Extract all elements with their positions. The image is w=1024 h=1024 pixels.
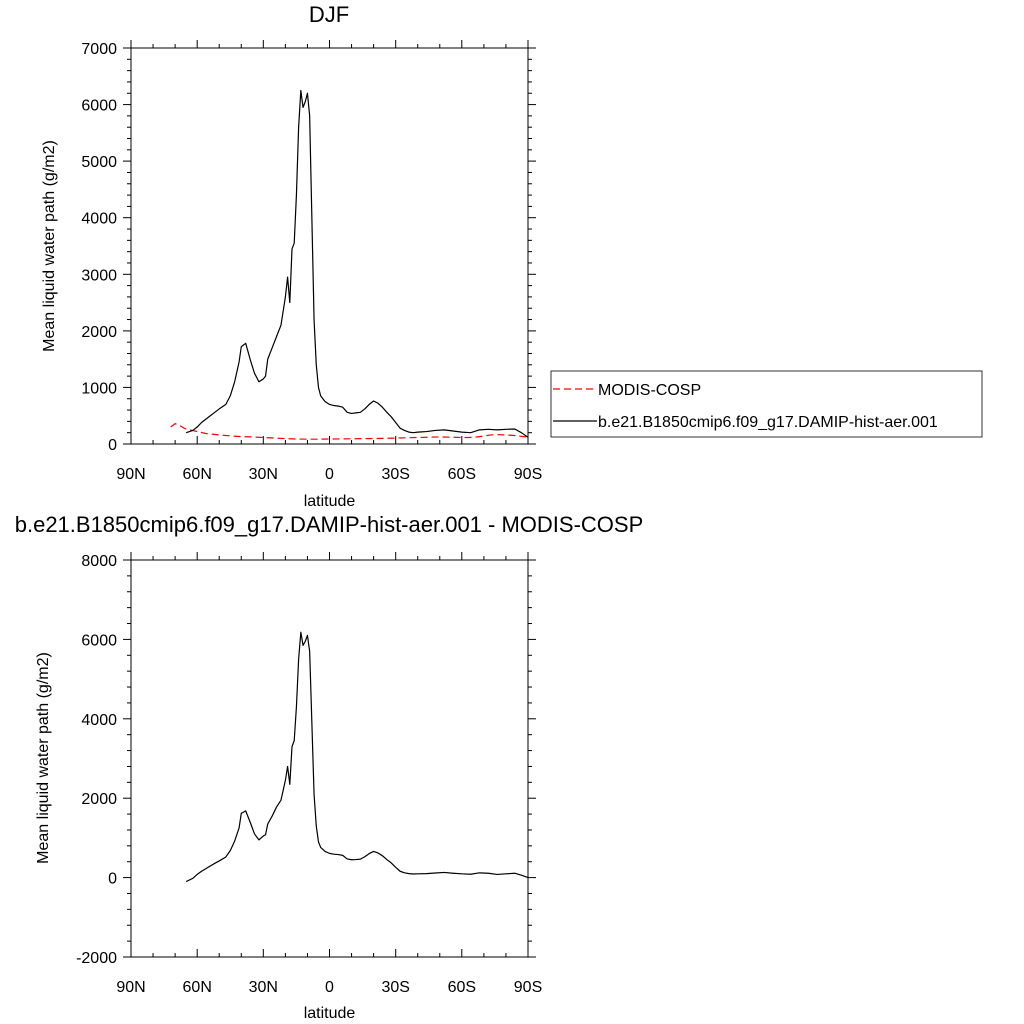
chart-panel-2: b.e21.B1850cmip6.f09_g17.DAMIP-hist-aer.… — [15, 512, 644, 1022]
series-line-1 — [170, 423, 529, 440]
x-tick-label: 90S — [514, 466, 542, 483]
chart-2-x-axis-label: latitude — [304, 1005, 356, 1022]
chart-1-title: DJF — [309, 2, 349, 27]
x-tick-label: 90N — [116, 466, 145, 483]
x-tick-label: 60S — [448, 979, 476, 996]
legend-label-model: b.e21.B1850cmip6.f09_g17.DAMIP-hist-aer.… — [598, 414, 938, 431]
chart-panel-1: DJF 0 — [41, 2, 983, 510]
y-tick-label: 0 — [108, 437, 117, 454]
y-tick-label: 6000 — [81, 632, 117, 649]
x-tick-label: 60S — [448, 466, 476, 483]
chart-2-frame — [130, 559, 529, 958]
x-tick-label: 90N — [116, 979, 145, 996]
chart-2-plot: -2000 0 2000 4000 6000 8000 — [35, 552, 542, 1022]
chart-1-y-ticks: 0 1000 2000 3000 4000 5000 6000 7000 — [81, 41, 536, 454]
y-tick-label: 6000 — [81, 98, 117, 115]
x-tick-label: 60N — [183, 979, 212, 996]
y-tick-label: 7000 — [81, 41, 117, 58]
series-line-2 — [185, 89, 529, 438]
x-tick-label: 30N — [249, 979, 278, 996]
series-line-1 — [185, 631, 529, 883]
y-tick-label: 0 — [108, 871, 117, 888]
chart-1-x-axis-label: latitude — [304, 493, 356, 510]
chart-2-title: b.e21.B1850cmip6.f09_g17.DAMIP-hist-aer.… — [15, 512, 644, 537]
chart-2-y-axis-label: Mean liquid water path (g/m2) — [35, 652, 52, 864]
x-tick-label: 90S — [514, 979, 542, 996]
y-tick-label: 8000 — [81, 553, 117, 570]
y-tick-label: 5000 — [81, 154, 117, 171]
x-tick-label: 0 — [325, 466, 334, 483]
x-tick-label: 30S — [381, 979, 409, 996]
y-tick-label: 2000 — [81, 791, 117, 808]
y-tick-label: 2000 — [81, 324, 117, 341]
y-tick-label: 4000 — [81, 211, 117, 228]
chart-2-x-ticks: 90N 60N 30N 0 30S 60S 90S — [116, 552, 542, 996]
chart-2-y-ticks: -2000 0 2000 4000 6000 8000 — [76, 553, 536, 967]
x-tick-label: 30S — [381, 466, 409, 483]
x-tick-label: 60N — [183, 466, 212, 483]
chart-1-x-ticks: 90N 60N 30N 0 30S 60S 90S — [116, 40, 542, 483]
x-tick-label: 0 — [325, 979, 334, 996]
x-tick-label: 30N — [249, 466, 278, 483]
chart-1-plot: 0 1000 2000 3000 4000 5000 6000 7000 — [41, 40, 542, 510]
y-tick-label: 3000 — [81, 267, 117, 284]
y-tick-label: 1000 — [81, 380, 117, 397]
y-tick-label: -2000 — [76, 950, 117, 967]
chart-1-frame — [130, 47, 529, 445]
legend-box — [550, 370, 983, 438]
chart-1-legend: MODIS-COSP b.e21.B1850cmip6.f09_g17.DAMI… — [550, 370, 983, 438]
chart-1-y-axis-label: Mean liquid water path (g/m2) — [41, 140, 58, 352]
y-tick-label: 4000 — [81, 712, 117, 729]
legend-label-modis: MODIS-COSP — [598, 382, 701, 399]
